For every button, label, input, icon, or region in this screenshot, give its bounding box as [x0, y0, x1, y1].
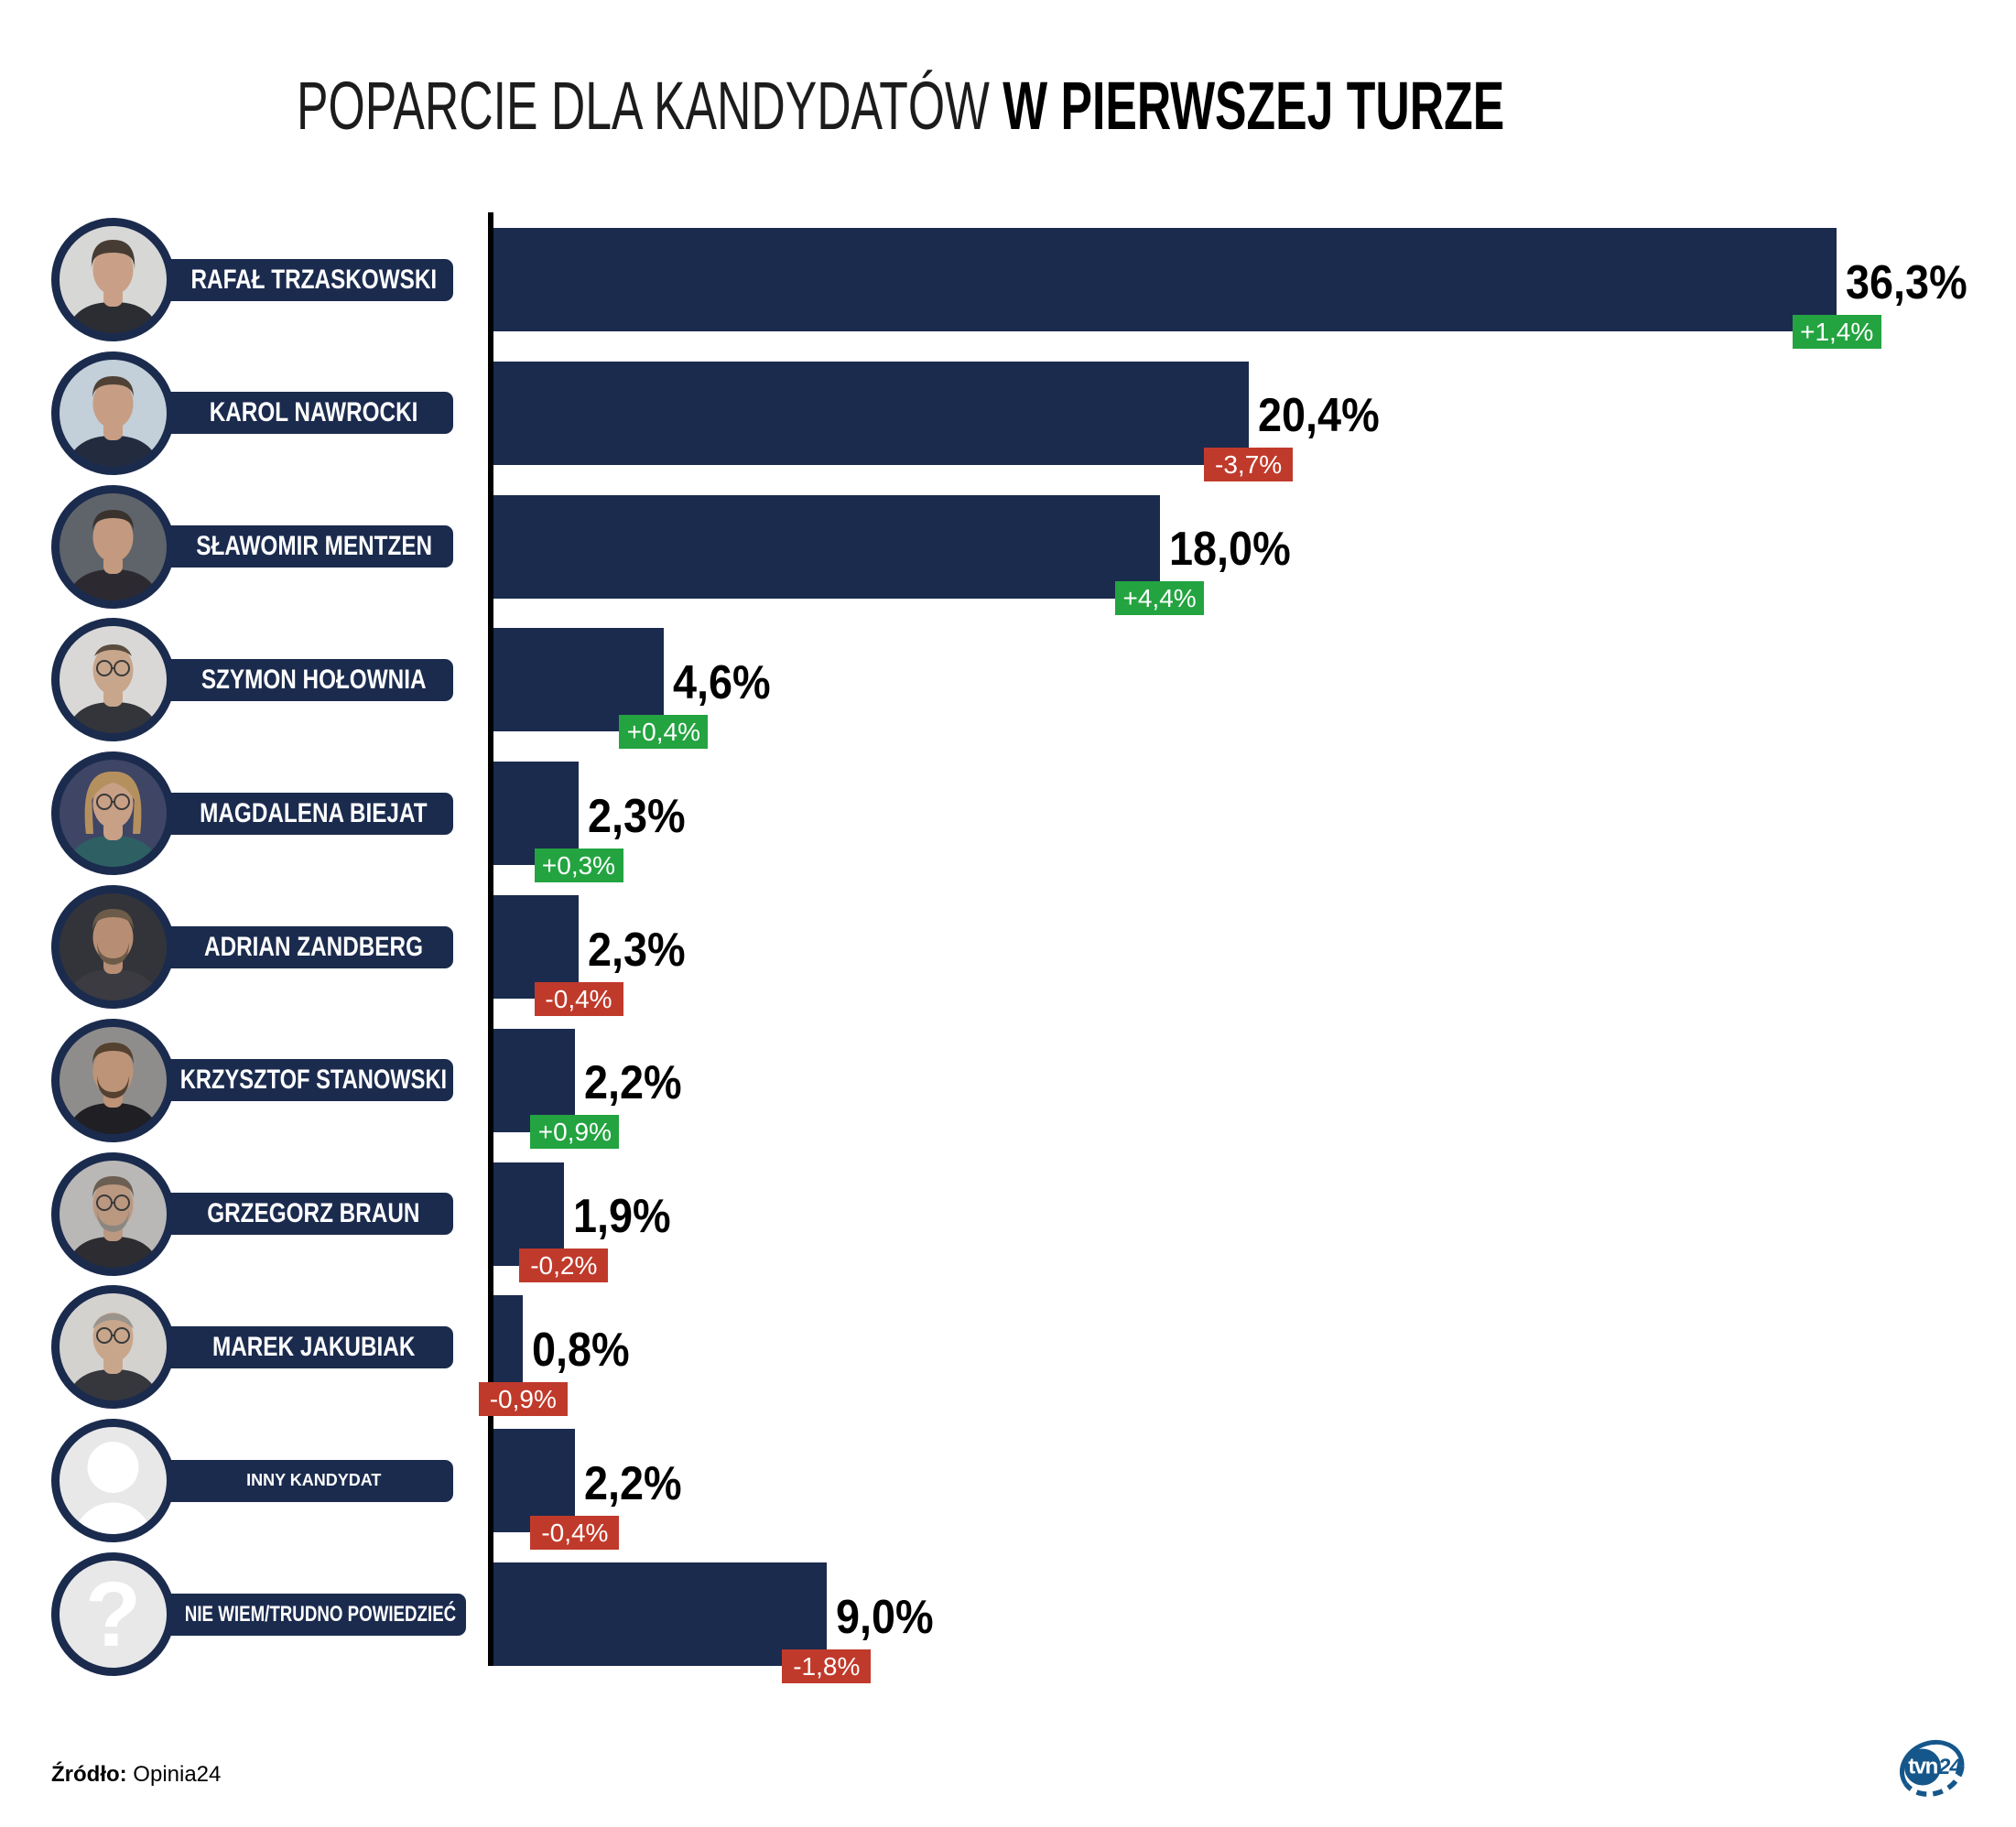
svg-text:24: 24 — [1937, 1755, 1961, 1779]
svg-text:?: ? — [85, 1563, 141, 1666]
svg-text:tvn: tvn — [1908, 1755, 1937, 1779]
